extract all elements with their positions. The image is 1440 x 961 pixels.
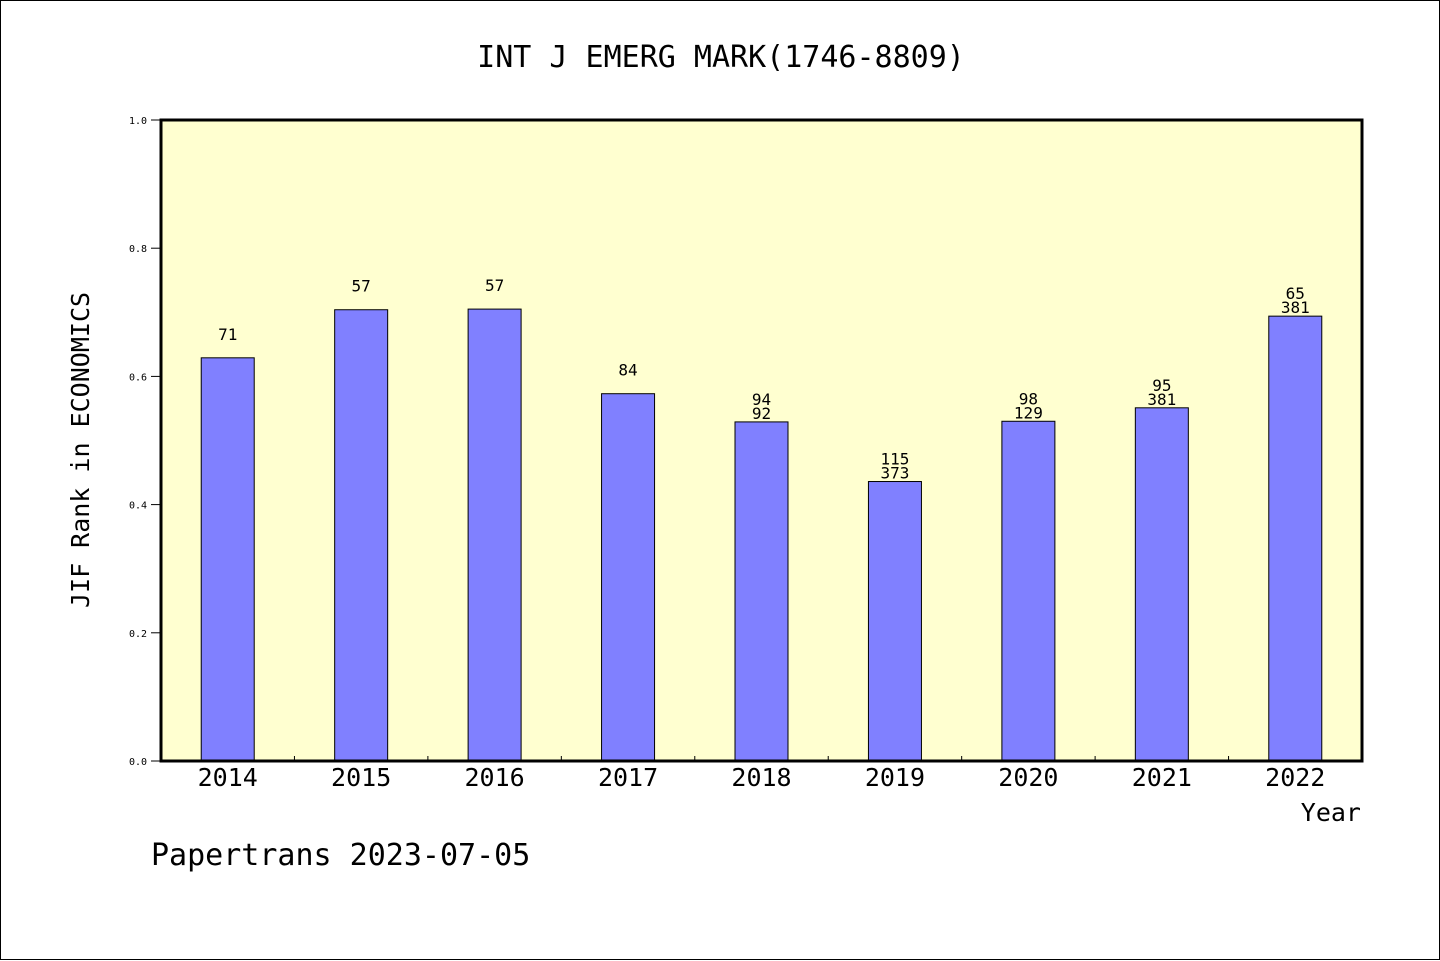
bar-2017 bbox=[601, 393, 656, 762]
x-axis-label: Year bbox=[1301, 798, 1361, 827]
y-axis-label: JIF Rank in ECONOMICS bbox=[66, 292, 95, 608]
bars bbox=[200, 308, 1323, 762]
chart-title: INT J EMERG MARK(1746-8809) bbox=[477, 40, 965, 75]
y-tick-label: 0.4 bbox=[129, 501, 147, 512]
bar-2015 bbox=[334, 309, 389, 762]
bar-2018 bbox=[734, 421, 789, 762]
bar-labels: 2014712015572016572017842018949220191153… bbox=[198, 276, 1326, 792]
y-tick-label: 0.0 bbox=[129, 757, 147, 768]
plot-border bbox=[159, 118, 1364, 763]
x-tick-label: 2021 bbox=[1132, 763, 1192, 792]
x-tick-label: 2014 bbox=[198, 763, 258, 792]
y-tick-label: 1.0 bbox=[129, 116, 147, 127]
x-tick-label: 2022 bbox=[1265, 763, 1325, 792]
bar-2021 bbox=[1134, 407, 1189, 762]
x-tick-label: 2020 bbox=[998, 763, 1058, 792]
y-tick-label: 0.2 bbox=[129, 629, 147, 640]
bar-value-label: 98 bbox=[1019, 389, 1038, 408]
x-tick-label: 2019 bbox=[865, 763, 925, 792]
bar-2019 bbox=[867, 481, 922, 762]
bar-value-label: 92 bbox=[752, 404, 771, 423]
bar-value-label: 95 bbox=[1152, 376, 1171, 395]
bar-value-label: 381 bbox=[1147, 390, 1176, 409]
bar-value-label: 381 bbox=[1281, 298, 1310, 317]
bar-value-label: 84 bbox=[618, 361, 637, 380]
bar-value-label: 94 bbox=[752, 390, 771, 409]
bar-value-label: 71 bbox=[218, 325, 237, 344]
y-tick-label: 0.8 bbox=[129, 244, 147, 255]
x-tick-label: 2018 bbox=[731, 763, 791, 792]
bar-value-label: 57 bbox=[352, 277, 371, 296]
x-tick-label: 2015 bbox=[331, 763, 391, 792]
axis-ticks: 0.0 0.2 0.4 0.6 0.8 1.0 bbox=[129, 116, 1230, 768]
bar-value-label: 115 bbox=[880, 450, 909, 469]
bar-2016 bbox=[467, 308, 522, 762]
x-tick-label: 2017 bbox=[598, 763, 658, 792]
footer-text: Papertrans 2023-07-05 bbox=[151, 838, 530, 873]
bar-2020 bbox=[1001, 420, 1056, 762]
bar-value-label: 129 bbox=[1014, 403, 1043, 422]
bar-value-label: 57 bbox=[485, 276, 504, 295]
x-tick-label: 2016 bbox=[465, 763, 525, 792]
bar-value-label: 65 bbox=[1286, 284, 1305, 303]
bar-2022 bbox=[1268, 315, 1323, 762]
bar-value-label: 373 bbox=[880, 464, 909, 483]
y-tick-label: 0.6 bbox=[129, 372, 147, 383]
bar-2014 bbox=[200, 357, 255, 762]
